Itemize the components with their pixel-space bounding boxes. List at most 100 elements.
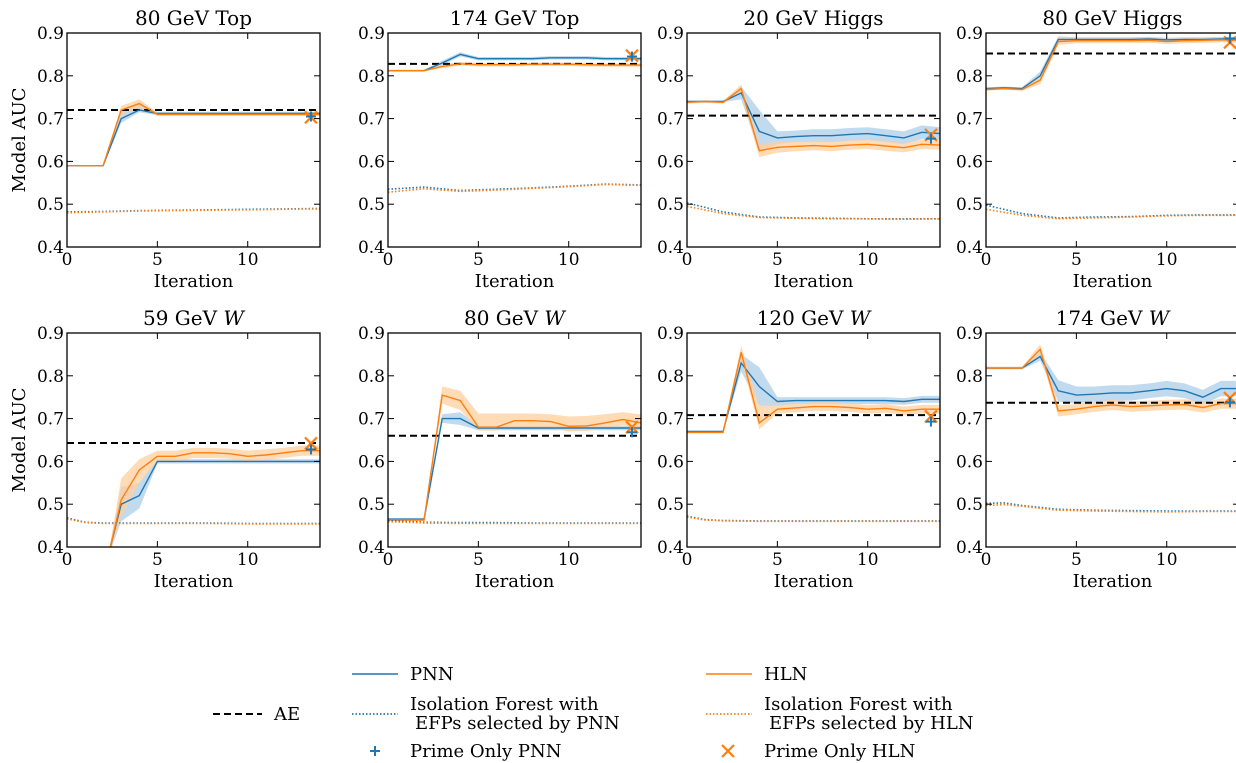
if-pnn-line	[687, 202, 940, 220]
y-tick-label: 0.7	[956, 410, 983, 430]
if-hln-line	[67, 518, 320, 525]
y-tick-label: 0.9	[37, 324, 64, 344]
axes-frame	[387, 32, 642, 248]
y-tick-label: 0.5	[956, 195, 983, 215]
x-tick-label: 5	[152, 250, 163, 270]
subplot-title-text: 59 GeV	[143, 306, 223, 330]
subplot-title-italic: W	[1149, 306, 1171, 330]
legend-ae-label: AE	[273, 704, 300, 725]
subplot-title-italic: W	[223, 306, 245, 330]
y-tick-label: 0.7	[358, 410, 385, 430]
y-tick-label: 0.5	[657, 195, 684, 215]
y-tick-label: 0.4	[657, 538, 684, 558]
y-tick-label: 0.6	[657, 152, 684, 172]
prime-hln-marker	[924, 409, 938, 424]
if-pnn-line	[986, 502, 1236, 512]
if-pnn-line	[388, 519, 641, 524]
y-tick-label: 0.5	[358, 195, 385, 215]
x-axis-label: Iteration	[154, 271, 234, 292]
x-axis-label: Iteration	[774, 271, 854, 292]
subplot-grid: 0.4 0.5 0.6 0.7 0.8 0.9 0 5 10 80 GeV Top Iteratio…	[9, 6, 1236, 592]
y-tick-label: 0.9	[657, 324, 684, 344]
x-tick-label: 5	[473, 250, 484, 270]
subplot-3: 0.4 0.5 0.6 0.7 0.8 0.9 0 5 10 20 GeV Higgs Iterat…	[657, 6, 941, 292]
legend-prime-hln-label: Prime Only HLN	[764, 741, 915, 762]
x-tick-label: 5	[473, 550, 484, 570]
x-tick-label: 10	[237, 550, 259, 570]
y-tick-label: 0.8	[657, 67, 684, 87]
legend-if-hln-label-2: EFPs selected by HLN	[769, 713, 974, 734]
x-tick-label: 0	[62, 550, 73, 570]
x-axis-label: Iteration	[774, 571, 854, 592]
y-tick-label: 0.7	[657, 110, 684, 130]
pnn-band	[388, 52, 641, 72]
y-tick-label: 0.4	[358, 238, 385, 258]
subplot-title: 80 GeV Higgs	[1042, 6, 1182, 30]
x-axis-label: Iteration	[1073, 571, 1153, 592]
y-tick-label: 0.8	[358, 367, 385, 387]
prime-pnn-marker	[626, 51, 637, 62]
y-tick-label: 0.8	[956, 67, 983, 87]
legend-prime-pnn-marker	[370, 746, 380, 756]
subplot-title-text: 80 GeV Higgs	[1042, 6, 1182, 30]
if-pnn-line	[67, 517, 320, 525]
x-tick-label: 5	[1071, 550, 1082, 570]
y-tick-label: 0.6	[37, 452, 64, 472]
prime-hln-marker	[625, 420, 639, 434]
if-hln-line	[388, 520, 641, 525]
y-tick-label: 0.4	[37, 538, 64, 558]
x-tick-label: 5	[152, 550, 163, 570]
x-tick-label: 0	[682, 550, 693, 570]
y-tick-label: 0.6	[956, 152, 983, 172]
axes-frame	[66, 32, 321, 248]
x-axis-label: Iteration	[1073, 271, 1153, 292]
axes-frame	[686, 32, 941, 248]
legend-prime-hln-marker	[721, 744, 735, 758]
y-tick-label: 0.4	[657, 238, 684, 258]
y-tick-label: 0.5	[956, 495, 983, 515]
prime-pnn-marker	[626, 427, 637, 438]
x-tick-label: 5	[772, 250, 783, 270]
y-tick-label: 0.6	[358, 452, 385, 472]
x-tick-label: 0	[383, 250, 394, 270]
y-tick-label: 0.8	[37, 367, 64, 387]
if-hln-line	[67, 208, 320, 214]
subplot-2: 0.4 0.5 0.6 0.7 0.8 0.9 0 5 10 174 GeV Top Iterati…	[358, 6, 642, 292]
y-tick-label: 0.7	[37, 410, 64, 430]
legend-prime-pnn-label: Prime Only PNN	[410, 741, 562, 762]
subplot-4: 0.4 0.5 0.6 0.7 0.8 0.9 0 5 10 80 GeV Higgs Iterat…	[956, 6, 1236, 292]
y-tick-label: 0.4	[956, 538, 983, 558]
if-hln-line	[388, 183, 641, 193]
plot-area	[388, 386, 641, 525]
y-tick-label: 0.4	[956, 238, 983, 258]
pnn-line	[67, 109, 320, 167]
if-hln-line	[687, 205, 940, 221]
subplot-title-text: 174 GeV Top	[450, 6, 580, 30]
prime-hln-marker	[304, 436, 318, 451]
x-tick-label: 10	[857, 550, 879, 570]
subplot-5: 0.4 0.5 0.6 0.7 0.8 0.9 0 5 10 59 GeV W Iteration M…	[9, 306, 321, 592]
y-tick-label: 0.9	[956, 324, 983, 344]
pnn-band	[986, 36, 1236, 90]
hln-line	[687, 87, 940, 152]
hln-line	[67, 102, 320, 167]
y-tick-label: 0.7	[956, 110, 983, 130]
pnn-line	[986, 355, 1236, 398]
pnn-line	[986, 38, 1236, 90]
axes-frame	[686, 332, 941, 548]
pnn-band	[687, 86, 940, 153]
if-pnn-line	[986, 204, 1236, 219]
y-tick-label: 0.6	[956, 452, 983, 472]
hln-band	[986, 37, 1236, 91]
y-tick-label: 0.5	[358, 495, 385, 515]
if-hln-line	[687, 516, 940, 523]
subplot-title: 174 GeV Top	[450, 6, 580, 30]
y-tick-label: 0.6	[37, 152, 64, 172]
y-tick-label: 0.7	[358, 110, 385, 130]
subplot-title: 80 GeV Top	[135, 6, 252, 30]
subplot-title-text: 120 GeV	[757, 306, 850, 330]
x-tick-label: 0	[383, 550, 394, 570]
y-tick-label: 0.6	[657, 452, 684, 472]
y-tick-label: 0.9	[358, 324, 385, 344]
hln-band	[388, 386, 641, 522]
